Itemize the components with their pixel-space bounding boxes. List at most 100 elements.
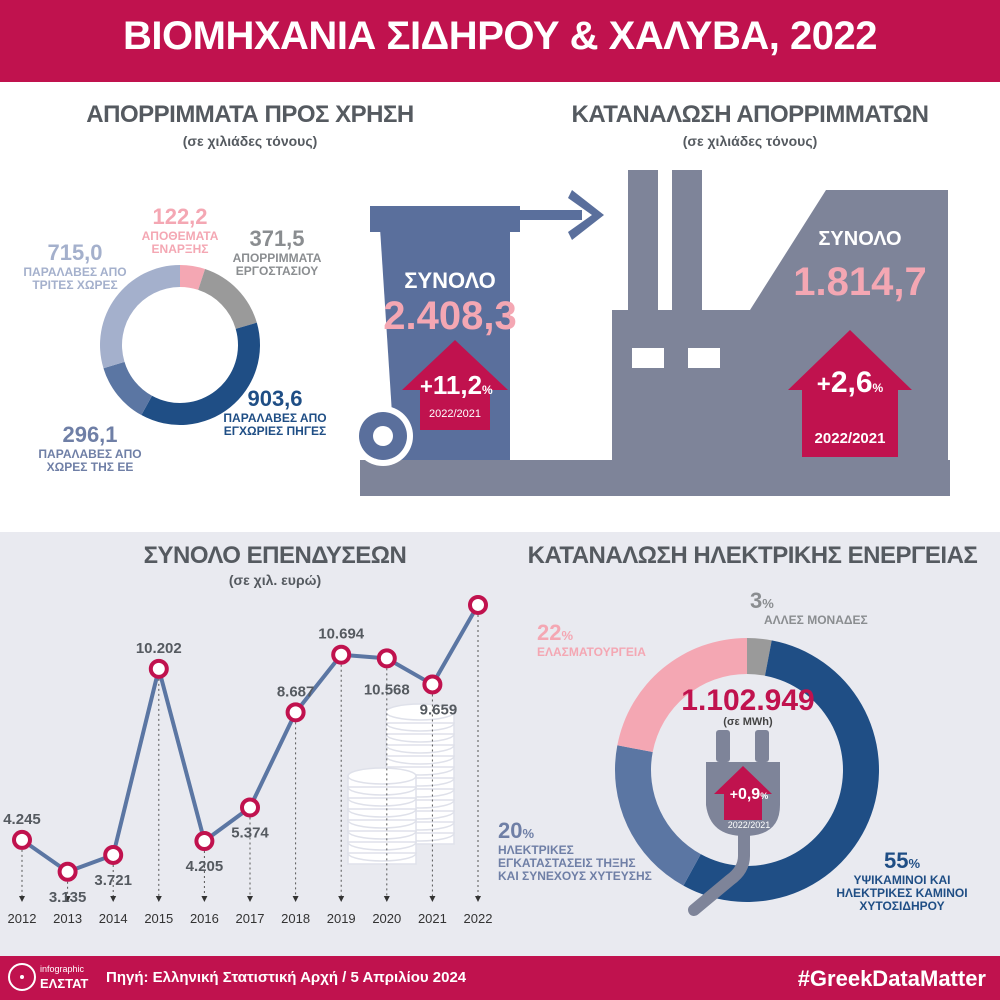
label-domestic-receipts: 903,6 ΠΑΡΑΛΑΒΕΣ ΑΠΟ ΕΓΧΩΡΙΕΣ ΠΗΓΕΣ [215, 386, 335, 438]
year-label-2022: 2022 [464, 911, 493, 926]
eu-receipts-line1: ΠΑΡΑΛΑΒΕΣ ΑΠΟ [38, 447, 142, 461]
factory-change-value: 2,6 [830, 366, 873, 399]
bin-period: 2022/2021 [429, 408, 481, 420]
scrap-use-donut [100, 265, 260, 425]
investments-title: ΣΥΝΟΛΟ ΕΠΕΝΔΥΣΕΩΝ [143, 542, 407, 569]
power-plug-icon [688, 730, 780, 916]
rolling-mills-unit: % [561, 628, 574, 643]
opening-stock-line2: ΕΝΑΡΞΗΣ [151, 242, 209, 256]
bin-change-value: 11,2 [432, 370, 483, 400]
data-point-2015 [148, 658, 169, 679]
domestic-receipts-value: 903,6 [247, 386, 303, 411]
factory-increase-arrow-icon [788, 330, 912, 457]
data-label-2018: 8.687 [277, 683, 315, 700]
label-opening-stock: 122,2 ΑΠΟΘΕΜΑΤΑ ΕΝΑΡΞΗΣ [130, 204, 230, 256]
factory-scrap-value: 371,5 [249, 226, 305, 251]
data-point-2021 [422, 674, 443, 695]
data-point-2020 [376, 648, 397, 669]
factory-change-sign: + [816, 371, 831, 398]
opening-stock-line1: ΑΠΟΘΕΜΑΤΑ [141, 229, 219, 243]
label-factory-scrap: 371,5 ΑΠΟΡΡΙΜΜΑΤΑ ΕΡΓΟΣΤΑΣΙΟΥ [222, 226, 332, 278]
scrap-consumption-subtitle: (σε χιλιάδες τόνους) [682, 133, 818, 149]
data-point-2016 [194, 831, 215, 852]
data-label-2021: 9.659 [420, 701, 458, 718]
domestic-receipts-line2: ΕΓΧΩΡΙΕΣ ΠΗΓΕΣ [223, 424, 327, 438]
electricity-period: 2022/2021 [727, 820, 771, 830]
year-label-2013: 2013 [53, 911, 82, 926]
guide-arrow [383, 896, 390, 902]
year-label-2015: 2015 [144, 911, 173, 926]
guide-arrow [338, 896, 345, 902]
label-blast-furnaces: 55% ΥΨΙΚΑΜΙΝΟΙ ΚΑΙ ΗΛΕΚΤΡΙΚΕΣ ΚΑΜΙΝΟΙ ΧΥ… [832, 848, 972, 913]
guide-arrow [155, 896, 162, 902]
scrap-use-title: ΑΠΟΡΡΙΜΜΑΤΑ ΠΡΟΣ ΧΡΗΣΗ [86, 101, 414, 128]
label-eu-receipts: 296,1 ΠΑΡΑΛΑΒΕΣ ΑΠΟ ΧΩΡΕΣ ΤΗΣ ΕΕ [30, 422, 150, 474]
electricity-total-unit: (σε MWh) [723, 716, 773, 728]
bin-total-value: 2.408,3 [383, 294, 517, 338]
bin-change: +11,2% [420, 370, 493, 401]
third-country-value: 715,0 [47, 240, 103, 265]
investments-subtitle: (σε χιλ. ευρώ) [228, 572, 322, 588]
bottom-panel [0, 532, 1000, 956]
guide-arrow [64, 896, 71, 902]
bin-change-sign: + [420, 374, 433, 399]
blast-line3: ΧΥΤΟΣΙΔΗΡΟΥ [859, 899, 945, 913]
label-other-units: 3% ΑΛΛΕΣ ΜΟΝΑΔΕΣ [750, 588, 868, 627]
electricity-change-value: 0,9 [737, 786, 761, 803]
slice-third-country-receipts [100, 265, 180, 369]
source-text: Πηγή: Ελληνική Στατιστική Αρχή / 5 Απριλ… [106, 969, 467, 986]
data-point-2017 [240, 797, 260, 818]
bin-change-unit: % [482, 383, 493, 397]
year-label-2017: 2017 [236, 911, 265, 926]
data-point-2019 [331, 644, 352, 665]
other-units-unit: % [762, 596, 774, 611]
third-country-line2: ΤΡΙΤΕΣ ΧΩΡΕΣ [32, 278, 118, 292]
blast-unit: % [908, 856, 921, 871]
slice-melting-casting [615, 745, 701, 886]
label-third-country-receipts: 715,0 ΠΑΡΑΛΑΒΕΣ ΑΠΟ ΤΡΙΤΕΣ ΧΩΡΕΣ [20, 240, 130, 292]
guide-arrow [19, 896, 25, 902]
bin-increase-arrow-icon [402, 340, 508, 430]
slice-factory-scrap [198, 269, 257, 329]
label-rolling-mills: 22% ΕΛΑΣΜΑΤΟΥΡΓΕΙΑ [537, 620, 646, 659]
flow-arrow-icon [500, 190, 604, 240]
data-label-2015: 10.202 [136, 640, 182, 657]
guide-arrow [201, 896, 208, 902]
header-banner: ΒΙΟΜΗΧΑΝΙΑ ΣΙΔΗΡΟΥ & ΧΑΛΥΒΑ, 2022 [0, 0, 1000, 82]
blast-line1: ΥΨΙΚΑΜΙΝΟΙ ΚΑΙ [853, 873, 951, 887]
data-point-2014 [103, 844, 124, 865]
year-label-2016: 2016 [190, 911, 219, 926]
rolling-mills-pct: 22 [537, 620, 562, 645]
bin-factory-illustration [353, 170, 950, 496]
guide-arrow [247, 896, 253, 902]
investments-line-chart: 4.245 3.135 3.721 10.202 4.205 5.374 8.687 10.6… [3, 590, 501, 926]
opening-stock-value: 122,2 [152, 204, 208, 229]
rolling-mills-line1: ΕΛΑΣΜΑΤΟΥΡΓΕΙΑ [537, 645, 646, 659]
guide-arrow [292, 896, 299, 902]
factory-period: 2022/2021 [814, 430, 886, 447]
factory-total-value: 1.814,7 [793, 260, 927, 304]
factory-change-unit: % [872, 381, 884, 395]
bin-total-label: ΣΥΝΟΛΟ [404, 268, 496, 293]
guide-arrow [429, 896, 436, 902]
eu-receipts-line2: ΧΩΡΕΣ ΤΗΣ ΕΕ [46, 460, 134, 474]
logo-text-top: infographic [40, 964, 85, 974]
domestic-receipts-line1: ΠΑΡΑΛΑΒΕΣ ΑΠΟ [223, 411, 327, 425]
year-label-2020: 2020 [372, 911, 401, 926]
year-label-2019: 2019 [327, 911, 356, 926]
data-label-2020: 10.568 [364, 681, 410, 698]
electricity-title: ΚΑΤΑΝΑΛΩΣΗ ΗΛΕΚΤΡΙΚΗΣ ΕΝΕΡΓΕΙΑΣ [527, 542, 978, 569]
data-point-2013 [57, 861, 78, 882]
slice-rolling-mills [617, 638, 747, 753]
melting-pct: 20 [498, 818, 523, 843]
year-label-2012: 2012 [8, 911, 37, 926]
slice-other-units [747, 638, 772, 676]
other-units-pct: 3 [750, 588, 763, 613]
slice-domestic-receipts [141, 322, 260, 425]
data-point-2012 [12, 829, 32, 850]
page-title: ΒΙΟΜΗΧΑΝΙΑ ΣΙΔΗΡΟΥ & ΧΑΛΥΒΑ, 2022 [123, 14, 877, 58]
year-label-2018: 2018 [281, 911, 310, 926]
melting-line1: ΗΛΕΚΤΡΙΚΕΣ [498, 843, 574, 857]
year-label-2021: 2021 [418, 911, 447, 926]
factory-scrap-line2: ΕΡΓΟΣΤΑΣΙΟΥ [235, 264, 319, 278]
